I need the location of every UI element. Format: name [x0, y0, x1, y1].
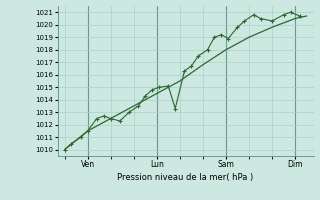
X-axis label: Pression niveau de la mer( hPa ): Pression niveau de la mer( hPa ) [117, 173, 254, 182]
